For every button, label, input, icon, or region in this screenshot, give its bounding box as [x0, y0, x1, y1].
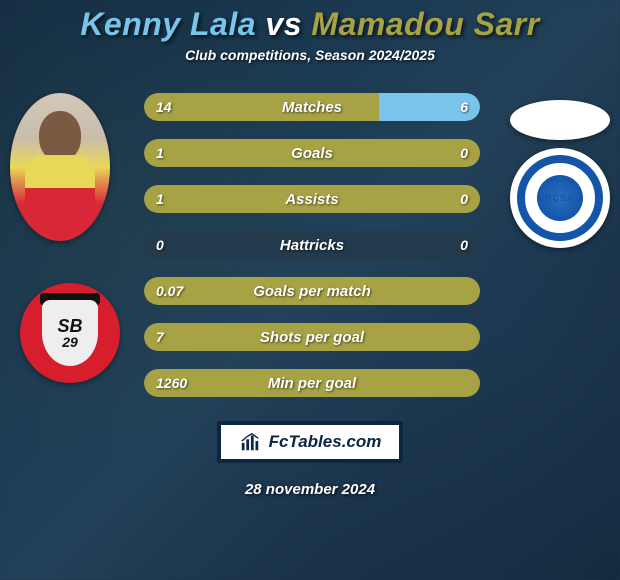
stat-row: Matches14 6	[144, 93, 480, 121]
brest-shield-icon: SB 29	[42, 300, 98, 366]
stat-label: Min per goal	[144, 369, 480, 397]
stat-value-a: 14	[156, 93, 172, 121]
stat-bars-container: Matches146Goals10Assists10Hattricks00Goa…	[144, 93, 480, 397]
stat-row: Shots per goal7	[144, 323, 480, 351]
brand-text: FcTables.com	[269, 432, 382, 452]
player-b-photo-placeholder	[510, 100, 610, 140]
page-title: Kenny Lala vs Mamadou Sarr	[80, 6, 539, 43]
player-a-photo	[10, 93, 110, 241]
stat-row: Goals per match0.07	[144, 277, 480, 305]
stat-value-a: 1260	[156, 369, 187, 397]
strasbourg-ring-icon	[517, 155, 603, 241]
stat-value-a: 0	[156, 231, 164, 259]
stat-value-b: 0	[460, 185, 468, 213]
content-root: Kenny Lala vs Mamadou Sarr Club competit…	[0, 0, 620, 580]
stat-label: Goals per match	[144, 277, 480, 305]
stat-value-a: 1	[156, 139, 164, 167]
brand-badge: FcTables.com	[217, 421, 404, 463]
title-vs: vs	[265, 6, 302, 42]
title-player-b: Mamadou Sarr	[311, 6, 539, 42]
stat-value-b: 0	[460, 139, 468, 167]
stat-row: Goals1 0	[144, 139, 480, 167]
player-a-club-logo: SB 29	[20, 283, 120, 383]
brest-logo-text-top: SB	[57, 317, 82, 335]
stat-row: Hattricks0 0	[144, 231, 480, 259]
comparison-area: SB 29 Matches146Goals10Assists10Hattrick…	[0, 93, 620, 415]
subtitle-text: Club competitions, Season 2024/2025	[185, 47, 435, 63]
strasbourg-center-icon	[537, 175, 583, 221]
title-player-a: Kenny Lala	[80, 6, 256, 42]
stat-value-a: 1	[156, 185, 164, 213]
stat-label: Shots per goal	[144, 323, 480, 351]
chart-icon	[239, 431, 261, 453]
stat-label: Matches	[144, 93, 480, 121]
stat-value-b: 6	[460, 93, 468, 121]
stat-value-a: 0.07	[156, 277, 183, 305]
stat-row: Min per goal1260	[144, 369, 480, 397]
stat-label: Hattricks	[144, 231, 480, 259]
player-b-club-logo	[510, 148, 610, 248]
stat-label: Goals	[144, 139, 480, 167]
stat-row: Assists1 0	[144, 185, 480, 213]
brest-logo-text-bottom: 29	[62, 335, 78, 349]
stat-value-a: 7	[156, 323, 164, 351]
date-text: 28 november 2024	[245, 481, 375, 498]
stat-value-b: 0	[460, 231, 468, 259]
stat-label: Assists	[144, 185, 480, 213]
